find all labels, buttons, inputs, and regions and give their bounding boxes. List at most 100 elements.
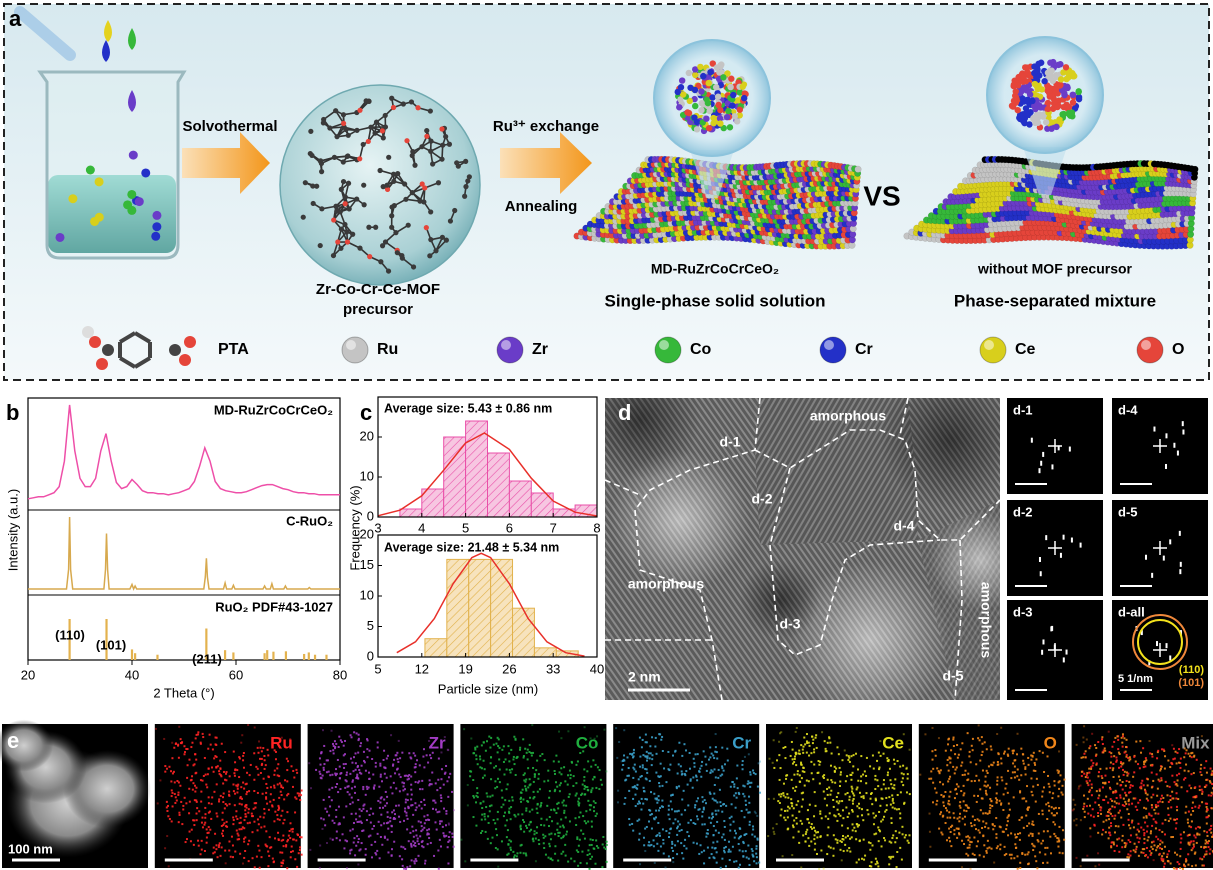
mof-atom bbox=[399, 253, 405, 259]
map-pixel bbox=[315, 768, 318, 771]
map-pixel bbox=[379, 797, 382, 800]
map-pixel bbox=[238, 822, 241, 825]
map-pixel bbox=[219, 767, 222, 770]
map-pixel bbox=[406, 778, 409, 781]
map-pixel bbox=[502, 815, 505, 818]
map-pixel bbox=[232, 750, 235, 753]
map-pixel bbox=[722, 833, 725, 836]
map-pixel bbox=[265, 791, 268, 794]
map-pixel bbox=[515, 855, 518, 858]
map-pixel bbox=[204, 821, 207, 824]
map-pixel bbox=[324, 807, 327, 810]
map-pixel bbox=[395, 804, 398, 807]
map-pixel bbox=[429, 754, 432, 757]
map-pixel bbox=[654, 745, 657, 748]
mof-atom bbox=[385, 268, 392, 274]
map-pixel bbox=[238, 828, 241, 831]
map-pixel bbox=[582, 832, 585, 835]
map-pixel bbox=[550, 832, 553, 835]
fft-spot bbox=[1178, 530, 1181, 536]
fft-spot bbox=[1039, 571, 1042, 577]
x-axis-label: Particle size (nm) bbox=[438, 681, 538, 696]
map-pixel bbox=[583, 768, 586, 771]
map-pixel bbox=[265, 782, 268, 785]
map-pixel bbox=[278, 796, 281, 799]
map-pixel bbox=[522, 852, 525, 855]
map-pixel bbox=[710, 752, 713, 755]
map-pixel bbox=[296, 771, 299, 774]
map-pixel bbox=[345, 867, 348, 870]
map-pixel bbox=[519, 828, 522, 831]
fft-spot bbox=[1182, 429, 1185, 435]
ion bbox=[128, 150, 138, 160]
map-pixel bbox=[246, 822, 249, 825]
map-pixel bbox=[641, 766, 644, 769]
map-pixel bbox=[700, 775, 703, 778]
map-pixel bbox=[439, 822, 442, 825]
map-pixel bbox=[277, 763, 280, 766]
map-pixel bbox=[198, 810, 201, 813]
map-pixel bbox=[165, 800, 168, 803]
map-pixel bbox=[207, 811, 210, 814]
map-pixel bbox=[545, 818, 548, 821]
map-pixel bbox=[386, 754, 389, 757]
map-pixel bbox=[294, 811, 297, 814]
particle-atom bbox=[704, 99, 712, 107]
map-pixel bbox=[708, 856, 711, 859]
map-pixel bbox=[250, 812, 253, 815]
map-pixel bbox=[393, 816, 396, 819]
map-pixel bbox=[627, 774, 630, 777]
map-pixel bbox=[503, 811, 506, 814]
map-pixel bbox=[362, 807, 365, 810]
map-pixel bbox=[353, 731, 356, 734]
map-pixel bbox=[360, 764, 363, 767]
map-pixel bbox=[282, 822, 285, 825]
map-pixel bbox=[496, 848, 499, 851]
particle-atom bbox=[1049, 58, 1057, 66]
map-pixel bbox=[572, 775, 575, 778]
map-pixel bbox=[521, 788, 524, 791]
map-pixel bbox=[410, 844, 413, 847]
map-pixel bbox=[444, 824, 447, 827]
particle-atom bbox=[705, 125, 713, 132]
mof-atom bbox=[452, 207, 458, 214]
map-pixel bbox=[583, 784, 586, 787]
fft-spot bbox=[1040, 460, 1043, 466]
map-pixel bbox=[654, 736, 657, 739]
map-pixel bbox=[170, 789, 173, 792]
map-pixel bbox=[589, 808, 592, 811]
map-pixel bbox=[354, 762, 357, 765]
map-pixel bbox=[404, 798, 407, 801]
map-pixel bbox=[443, 834, 446, 837]
mof-atom bbox=[410, 149, 416, 155]
map-pixel bbox=[414, 809, 417, 812]
map-pixel bbox=[368, 749, 371, 752]
map-pixel bbox=[564, 780, 567, 783]
map-pixel bbox=[221, 832, 224, 835]
map-pixel bbox=[748, 863, 751, 866]
x-tick-label: 20 bbox=[21, 667, 35, 682]
map-pixel bbox=[502, 803, 505, 806]
map-pixel bbox=[556, 828, 559, 831]
map-pixel bbox=[170, 770, 173, 773]
mof-atom bbox=[357, 107, 363, 113]
map-pixel bbox=[410, 788, 413, 791]
map-pixel bbox=[714, 829, 717, 832]
fft-spot bbox=[1041, 649, 1044, 655]
map-pixel bbox=[553, 790, 556, 793]
map-pixel bbox=[272, 798, 275, 801]
map-pixel bbox=[592, 847, 595, 850]
map-pixel bbox=[741, 850, 744, 853]
plot-frame bbox=[27, 397, 341, 661]
peak-label: (101) bbox=[96, 637, 126, 652]
map-pixel bbox=[203, 823, 206, 826]
map-pixel bbox=[218, 798, 221, 801]
map-pixel bbox=[331, 819, 334, 822]
mof-atom bbox=[302, 180, 308, 186]
map-pixel bbox=[274, 758, 277, 761]
map-pixel bbox=[605, 860, 608, 863]
map-pixel bbox=[374, 761, 377, 764]
ion bbox=[94, 177, 104, 187]
map-pixel bbox=[682, 789, 685, 792]
map-pixel bbox=[526, 758, 529, 761]
